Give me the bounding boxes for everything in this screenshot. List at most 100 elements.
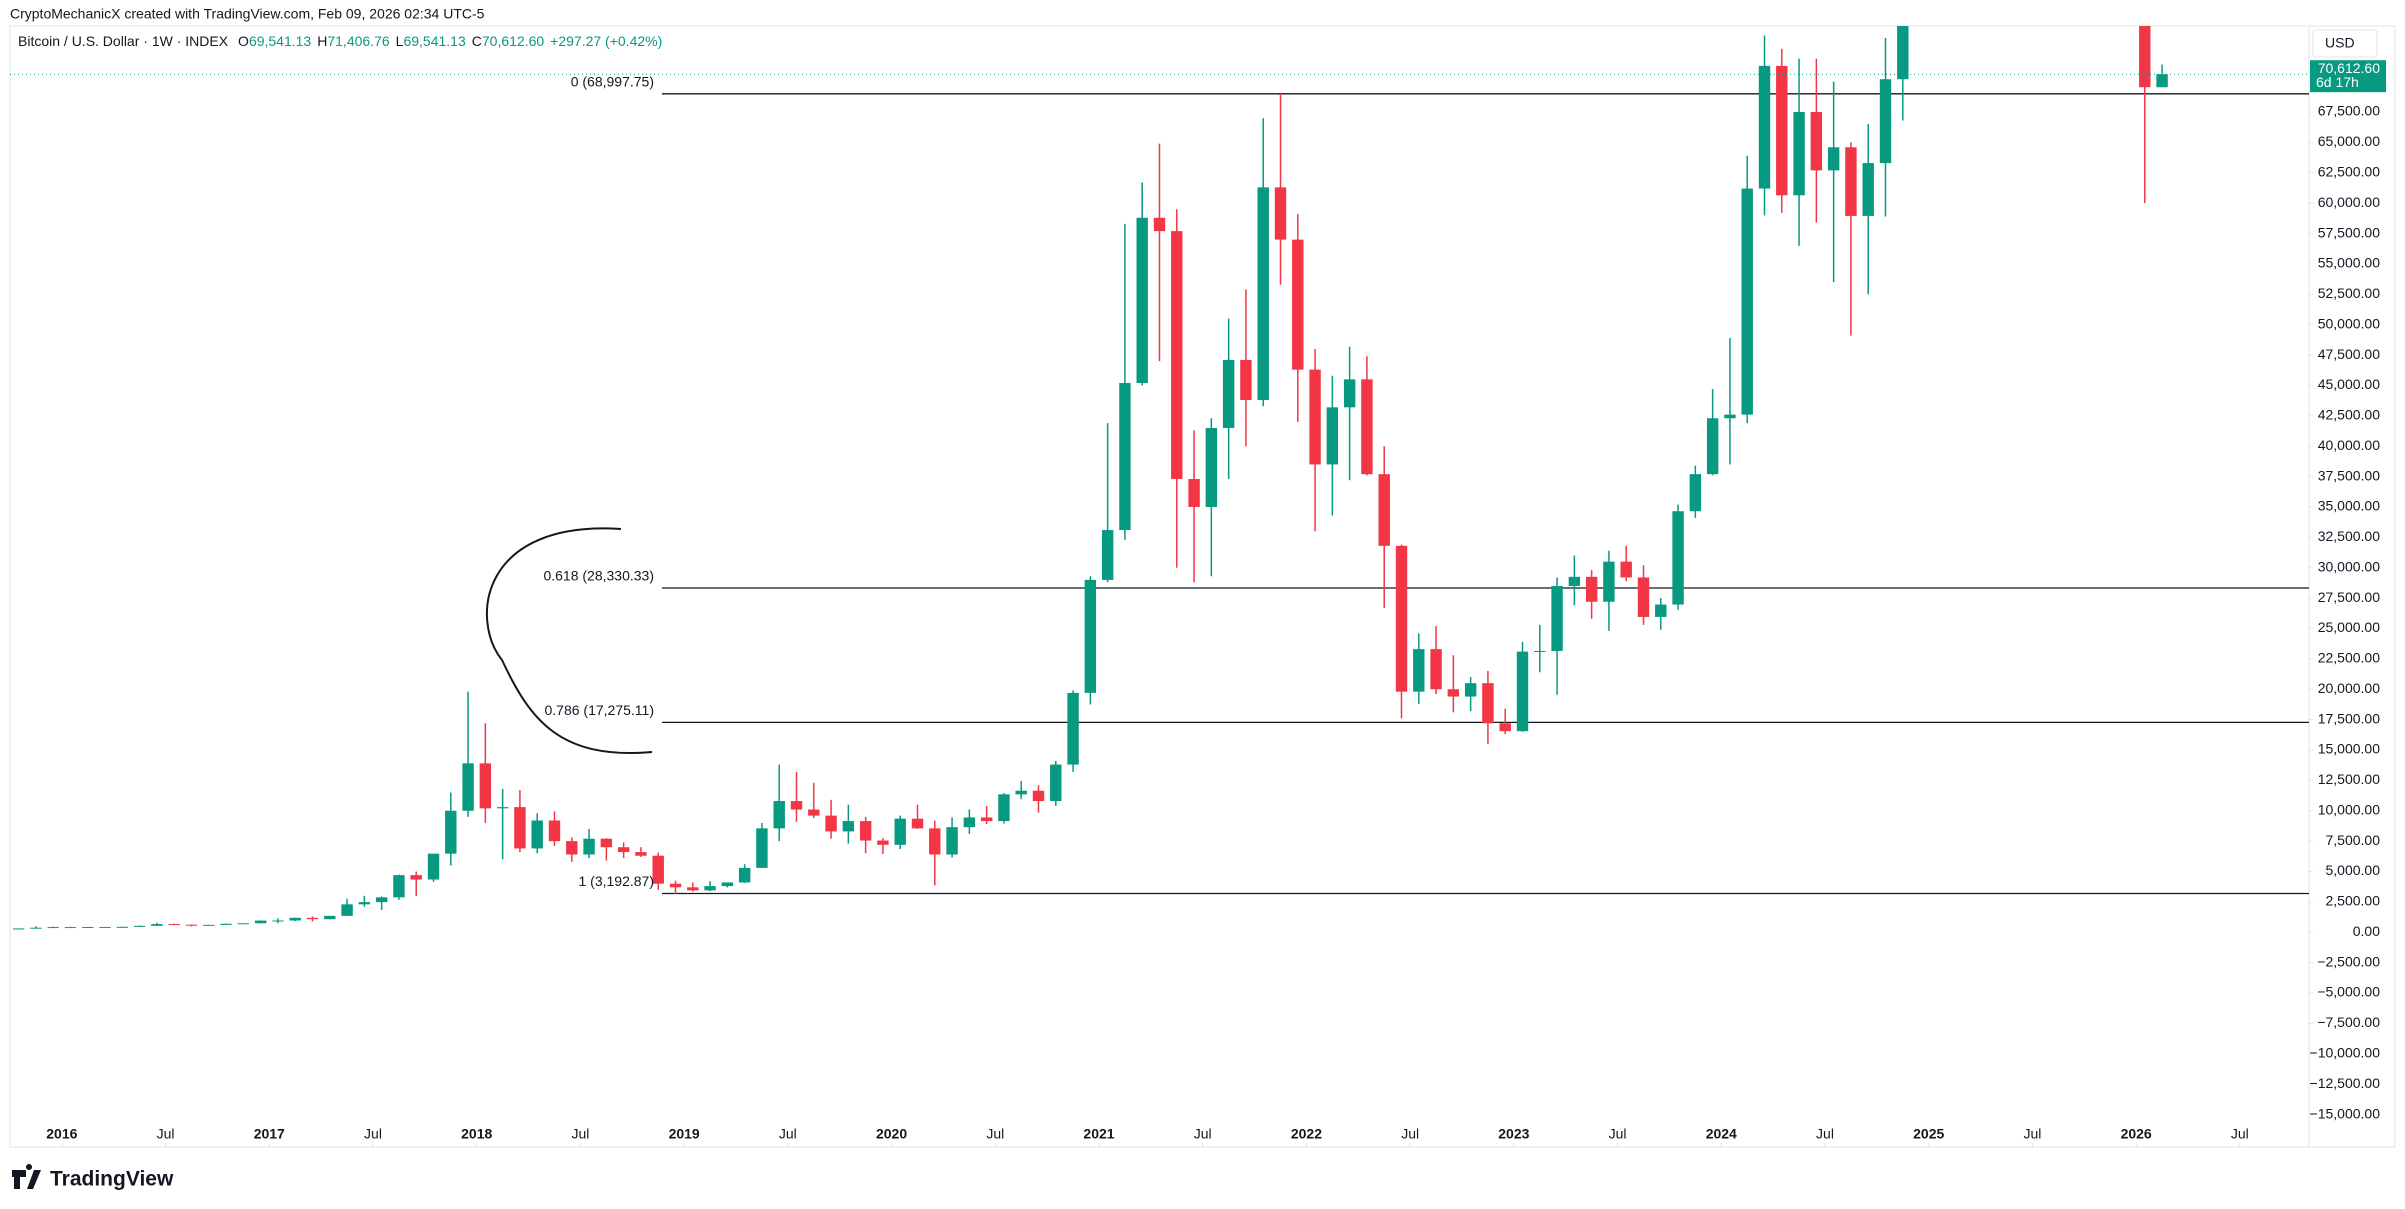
o-value: 69,541.13 (249, 33, 311, 49)
candle-body (375, 897, 388, 903)
candle-body (1793, 112, 1805, 196)
y-tick-label: −10,000.00 (2310, 1044, 2381, 1060)
candle-body (133, 925, 146, 927)
candle-body (1378, 474, 1390, 546)
y-tick-label: 67,500.00 (2318, 103, 2380, 119)
candle-body (514, 807, 526, 849)
change: +297.27 (+0.42%) (550, 33, 662, 49)
candle-body (980, 817, 993, 822)
candle-body (738, 867, 751, 883)
y-tick-label: 45,000.00 (2318, 376, 2380, 392)
candle-body (1361, 379, 1373, 475)
candle-body (1309, 369, 1321, 465)
y-tick-label: 22,500.00 (2318, 650, 2380, 666)
y-tick-label: 65,000.00 (2318, 133, 2380, 149)
legend: Bitcoin / U.S. Dollar · 1W · INDEX O69,54… (18, 33, 662, 49)
candle-body (1413, 649, 1425, 692)
x-tick-label: Jul (2231, 1126, 2249, 1142)
candle-body (600, 838, 613, 848)
x-tick-label: 2020 (876, 1126, 907, 1142)
candle-body (479, 763, 492, 809)
price-tag-label: 70,612.60 (2318, 60, 2380, 76)
y-tick-label: 40,000.00 (2318, 437, 2380, 453)
h-value: 71,406.76 (327, 33, 389, 49)
currency[interactable]: USD (2325, 35, 2355, 51)
candle-body (1032, 790, 1045, 802)
candle-body (445, 810, 457, 854)
candle-body (859, 821, 872, 841)
candle-body (1067, 692, 1079, 765)
candle-body (272, 920, 284, 922)
header: CryptoMechanicX created with TradingView… (10, 6, 485, 22)
y-tick-label: 2,500.00 (2326, 893, 2381, 909)
y-tick-label: 55,000.00 (2318, 255, 2380, 271)
candle-body (324, 915, 336, 920)
x-tick-label: 2021 (1083, 1126, 1114, 1142)
candle-body (1603, 561, 1615, 602)
candle-body (151, 924, 163, 926)
candle-body (1551, 585, 1563, 651)
currency-button[interactable] (2312, 29, 2378, 58)
candle-body (1395, 545, 1408, 692)
candle-body (1222, 359, 1235, 428)
y-tick-label: 62,500.00 (2318, 163, 2380, 179)
y-tick-label: 0.00 (2353, 923, 2380, 939)
x-tick-label: 2024 (1706, 1126, 1737, 1142)
candle-body (1741, 188, 1753, 415)
candle-body (203, 924, 215, 926)
y-tick-label: 7,500.00 (2326, 832, 2381, 848)
candle-body (1827, 147, 1840, 171)
candle-body (842, 821, 855, 832)
x-tick-label: 2018 (461, 1126, 492, 1142)
candle-body (1810, 112, 1823, 171)
y-tick-label: 42,500.00 (2318, 407, 2380, 423)
y-tick-label: −15,000.00 (2310, 1105, 2381, 1121)
x-tick-label: Jul (1401, 1126, 1419, 1142)
x-tick-label: 2016 (46, 1126, 77, 1142)
y-tick-label: 25,000.00 (2318, 619, 2380, 635)
candle-body (1758, 65, 1771, 189)
candle-body (1845, 147, 1857, 216)
y-tick-label: 27,500.00 (2318, 589, 2380, 605)
x-tick-label: Jul (1194, 1126, 1212, 1142)
x-tick-label: 2023 (1498, 1126, 1529, 1142)
candle-body (1482, 683, 1494, 724)
x-tick-label: Jul (1816, 1126, 1834, 1142)
x-tick-label: Jul (2023, 1126, 2041, 1142)
x-tick-label: Jul (364, 1126, 382, 1142)
fib-label: 0 (68,997.75) (571, 74, 654, 90)
fib-label: 0.786 (17,275.11) (545, 702, 655, 718)
fib-label: 0.618 (28,330.33) (543, 568, 654, 584)
candle-body (773, 801, 785, 829)
candle-body (1689, 474, 1702, 512)
candle-body (808, 809, 820, 816)
candle-body (64, 927, 77, 929)
o-label: O (238, 33, 249, 49)
candle-body (1171, 231, 1183, 480)
candle-body (687, 887, 699, 891)
candle-body (12, 928, 25, 930)
y-tick-label: −7,500.00 (2317, 1014, 2380, 1030)
candle-body (168, 924, 180, 926)
candle-body (289, 917, 301, 921)
candle-body (583, 838, 595, 855)
candle-body (1447, 689, 1460, 697)
candle-body (1672, 511, 1684, 605)
y-tick-label: 30,000.00 (2318, 558, 2380, 574)
candle-body (998, 794, 1010, 822)
candle-body (2156, 74, 2168, 88)
candle-body (929, 828, 941, 855)
candle-body (116, 926, 129, 928)
symbol: Bitcoin / U.S. Dollar · 1W · INDEX (18, 33, 229, 49)
candle-body (254, 920, 267, 924)
x-tick-label: Jul (1609, 1126, 1627, 1142)
y-tick-label: 10,000.00 (2318, 801, 2380, 817)
candle-body (1136, 217, 1148, 384)
x-tick-label: Jul (157, 1126, 175, 1142)
candle-body (341, 904, 353, 916)
logo-mark (12, 1164, 41, 1189)
candle-body (1326, 407, 1339, 465)
y-tick-label: −5,000.00 (2317, 984, 2380, 1000)
l-value: 69,541.13 (403, 33, 465, 49)
candle-body (1050, 764, 1062, 802)
